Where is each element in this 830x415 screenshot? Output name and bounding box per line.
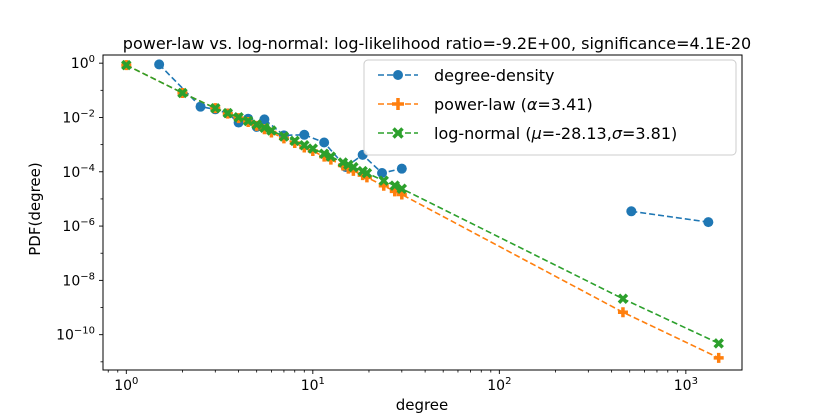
x-tick-label-base: 10 (487, 378, 505, 394)
series-log-normal (121, 59, 724, 349)
data-point-log-normal (396, 183, 408, 194)
data-point-log-normal (266, 125, 277, 136)
data-point-log-normal (289, 135, 300, 147)
x-tick-label-base: 10 (114, 378, 132, 394)
y-tick-label: 10−10 (56, 326, 95, 344)
series-line-degree-density (631, 210, 709, 223)
data-point-degree-density (319, 137, 330, 148)
data-point-degree-density (299, 129, 310, 140)
legend-label-log-normal: log-normal (μ=-28.13,σ=3.81) (434, 124, 677, 143)
data-point-degree-density (626, 206, 637, 217)
data-point-log-normal (348, 161, 359, 173)
x-tick-label-exponent: 0 (132, 376, 138, 387)
data-point-log-normal (325, 151, 337, 162)
minor-ticks (100, 89, 678, 373)
data-point-log-normal (378, 175, 389, 186)
data-point-degree-density (396, 163, 407, 174)
y-tick-label: 10−4 (62, 163, 95, 181)
y-tick-label-base: 10 (71, 56, 89, 72)
y-tick-label-exponent: −10 (74, 326, 95, 337)
legend-marker-degree-density (393, 70, 403, 80)
x-tick-label-base: 10 (301, 378, 319, 394)
legend-entry-power-law: power-law (α=3.41) (378, 95, 593, 114)
legend-label-log-normal-sigma: =3.81) (622, 124, 677, 143)
legend-marker-log-normal (392, 127, 404, 139)
legend-label-power-law-text: power-law ( (434, 95, 527, 114)
y-tick-label-exponent: −4 (80, 163, 95, 174)
legend-label-power-law-value: =3.41) (537, 95, 592, 114)
y-tick-label-base: 10 (56, 328, 74, 344)
data-point-degree-density (703, 217, 714, 228)
data-point-degree-density (154, 59, 165, 70)
data-point-log-normal (299, 139, 310, 151)
plot-frame (102, 54, 743, 371)
chart-title: power-law vs. log-normal: log-likelihood… (123, 34, 751, 53)
y-tick-label-exponent: −8 (80, 271, 95, 282)
data-point-log-normal (233, 112, 244, 123)
y-tick-label: 10−8 (62, 271, 95, 289)
legend-box (363, 59, 737, 156)
data-point-power-law (396, 189, 407, 200)
y-tick-label-exponent: 0 (89, 54, 95, 65)
data-point-log-normal (210, 102, 221, 114)
x-tick-label: 103 (674, 376, 698, 394)
data-point-log-normal (121, 59, 132, 71)
data-point-log-normal (259, 122, 270, 133)
legend-sigma-symbol: σ (612, 124, 623, 143)
data-point-log-normal (222, 107, 234, 119)
x-axis-label: degree (396, 396, 449, 414)
y-tick-label: 10−2 (62, 108, 95, 126)
data-point-degree-density (195, 101, 206, 112)
x-tick-label-base: 10 (674, 378, 692, 394)
data-point-log-normal (278, 131, 290, 142)
legend-mu-symbol: μ (531, 124, 542, 143)
legend-entry-degree-density: degree-density (378, 66, 555, 85)
data-point-log-normal (617, 293, 629, 305)
y-tick-label-exponent: −2 (80, 108, 95, 119)
legend-marker-power-law (392, 98, 404, 110)
y-tick-label-exponent: −6 (80, 217, 95, 228)
data-point-power-law (713, 352, 724, 363)
legend-label-log-normal-mu: =-28.13, (542, 124, 612, 143)
series-layer (121, 59, 724, 363)
y-tick-label: 10−6 (62, 217, 95, 235)
legend-label-log-normal-text: log-normal ( (434, 124, 532, 143)
x-tick-label: 101 (301, 376, 325, 394)
legend-label-power-law: power-law (α=3.41) (434, 95, 593, 114)
y-tick-label-base: 10 (62, 165, 80, 181)
data-point-log-normal (361, 167, 373, 179)
series-line-degree-density (158, 63, 402, 174)
legend-entry-log-normal: log-normal (μ=-28.13,σ=3.81) (378, 124, 677, 143)
data-point-power-law (617, 307, 628, 318)
x-axis-ticks: 100 101 102 103 (114, 370, 698, 394)
data-point-log-normal (389, 180, 401, 191)
data-point-degree-density (259, 114, 270, 125)
data-point-log-normal (177, 87, 188, 99)
y-tick-label-base: 10 (62, 110, 80, 126)
legend-label-degree-density: degree-density (434, 66, 555, 85)
data-point-log-normal (318, 148, 330, 160)
data-point-log-normal (713, 338, 724, 349)
y-tick-label: 100 (71, 54, 95, 72)
x-tick-label: 100 (114, 376, 138, 394)
data-point-log-normal (307, 143, 319, 154)
legend-alpha-symbol: α (527, 95, 538, 114)
x-tick-label-exponent: 3 (692, 376, 698, 387)
x-tick-label-exponent: 1 (319, 376, 325, 387)
data-point-log-normal (242, 115, 254, 127)
y-axis-label: PDF(degree) (26, 162, 44, 256)
y-tick-label-base: 10 (62, 273, 80, 289)
data-point-degree-density (377, 168, 388, 179)
y-tick-label-base: 10 (62, 219, 80, 235)
x-tick-label: 102 (487, 376, 511, 394)
x-tick-label-exponent: 2 (505, 376, 511, 387)
legend: degree-density power-law (α=3.41) log-no… (363, 59, 737, 156)
data-point-log-normal (251, 119, 262, 130)
